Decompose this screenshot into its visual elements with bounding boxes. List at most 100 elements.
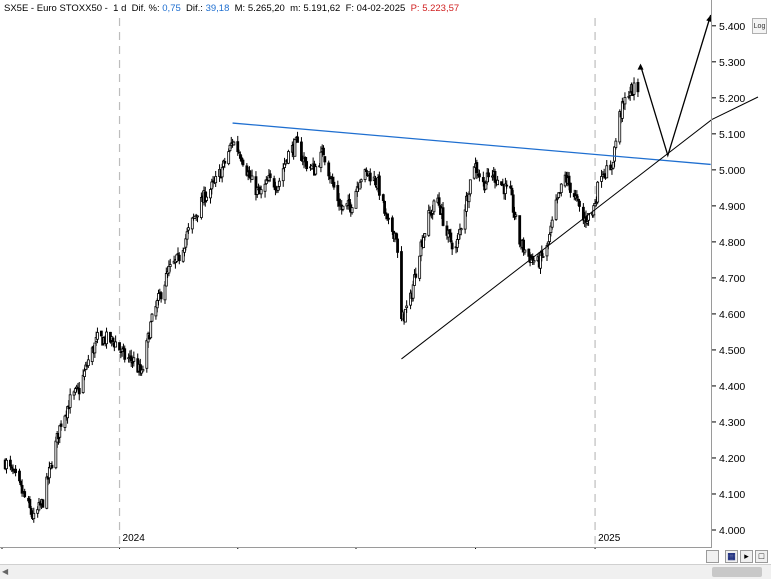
min-label: m: xyxy=(290,3,301,14)
candle-246 xyxy=(450,240,454,255)
candle-81 xyxy=(150,313,154,322)
candle-67 xyxy=(127,353,131,363)
candle-331 xyxy=(605,160,609,179)
scroll-left-icon[interactable]: ◀ xyxy=(2,567,9,576)
candle-166 xyxy=(305,156,309,172)
candle-347 xyxy=(636,78,640,98)
candle-159 xyxy=(293,138,297,157)
candle-151 xyxy=(277,177,281,190)
candle-86 xyxy=(159,291,163,303)
y-tick-label-4: 5.000 xyxy=(719,165,745,177)
candle-122 xyxy=(227,148,231,166)
candle-216 xyxy=(396,233,399,258)
price-value: 5.223,57 xyxy=(422,3,460,14)
y-tick-label-10: 4.400 xyxy=(719,381,745,393)
candle-136 xyxy=(250,169,254,181)
y-tick-label-8: 4.600 xyxy=(719,309,745,321)
candle-191 xyxy=(350,207,354,215)
candle-138 xyxy=(255,186,259,198)
candle-76 xyxy=(141,365,145,373)
candle-146 xyxy=(268,170,272,182)
candle-275 xyxy=(504,177,507,200)
projection-start-arrowhead xyxy=(637,63,644,70)
candle-43 xyxy=(83,367,86,381)
projection-path xyxy=(639,14,712,158)
candle-4 xyxy=(11,464,15,475)
year-label-0: 2024 xyxy=(123,533,146,544)
y-tick-label-9: 4.500 xyxy=(719,345,745,357)
support-line-extension xyxy=(711,96,759,120)
candle-95 xyxy=(176,247,180,256)
candle-71 xyxy=(132,351,136,367)
year-label-1: 2025 xyxy=(598,533,621,544)
candle-256 xyxy=(468,179,472,197)
candle-301 xyxy=(550,216,554,230)
candle-276 xyxy=(505,180,509,189)
candle-217 xyxy=(400,246,403,322)
candle-291 xyxy=(532,257,536,265)
fit-icon[interactable]: □ xyxy=(755,550,768,563)
y-tick-label-7: 4.700 xyxy=(719,273,745,285)
candle-11 xyxy=(23,488,27,498)
candle-51 xyxy=(96,327,99,344)
date-value: 04-02-2025 xyxy=(356,3,406,14)
y-tick-label-1: 5.300 xyxy=(719,57,745,69)
y-tick-label-12: 4.200 xyxy=(719,453,745,465)
candle-277 xyxy=(509,180,513,189)
y-tick-label-2: 5.200 xyxy=(719,93,745,105)
candle-30 xyxy=(58,425,62,444)
candle-13 xyxy=(28,496,32,509)
horizontal-scrollbar[interactable]: ◀ xyxy=(0,564,771,579)
candle-46 xyxy=(86,354,90,368)
candle-126 xyxy=(232,140,236,146)
candle-161 xyxy=(296,131,299,143)
candle-269 xyxy=(493,168,497,189)
min-value: 5.191,62 xyxy=(303,3,341,14)
candle-49 xyxy=(93,342,97,358)
y-axis: 5.400 5.300 5.200 5.100 5.000 4.900 4.800 4.700… xyxy=(712,21,745,537)
candle-16 xyxy=(32,507,36,523)
candle-271 xyxy=(496,175,500,186)
candle-316 xyxy=(578,198,581,212)
candle-312 xyxy=(572,189,576,201)
candle-21 xyxy=(41,498,45,508)
candle-175 xyxy=(322,145,325,156)
trend-lines xyxy=(232,14,759,360)
y-tick-label-13: 4.100 xyxy=(719,489,745,501)
candle-296 xyxy=(541,253,545,258)
candle-116 xyxy=(214,170,218,187)
candle-281 xyxy=(514,211,518,220)
candle-66 xyxy=(123,345,127,363)
dif-pct-label: Dif. %: xyxy=(131,3,160,14)
candle-156 xyxy=(287,149,290,165)
candle-282 xyxy=(518,215,522,248)
candle-241 xyxy=(441,202,445,227)
log-scale-button[interactable]: Log xyxy=(752,18,767,34)
arrow-right-icon[interactable]: ▸ xyxy=(740,550,753,563)
candle-203 xyxy=(374,175,377,187)
candle-311 xyxy=(568,182,572,198)
candle-320 xyxy=(585,220,589,226)
candle-101 xyxy=(186,223,190,235)
candle-346 xyxy=(632,77,636,101)
candle-306 xyxy=(559,183,563,197)
candle-162 xyxy=(300,137,303,162)
y-tick-label-11: 4.300 xyxy=(719,417,745,429)
price-chart[interactable]: 5.400 5.300 5.200 5.100 5.000 4.900 4.800 4.700… xyxy=(0,0,771,549)
candle-7 xyxy=(18,468,21,484)
candle-41 xyxy=(77,381,81,401)
candle-36 xyxy=(68,388,72,414)
scroll-thumb[interactable] xyxy=(712,567,762,577)
max-label: M: xyxy=(234,3,246,14)
candle-32 xyxy=(63,414,67,432)
support-line xyxy=(401,119,713,360)
candle-211 xyxy=(387,213,390,225)
candle-171 xyxy=(314,163,318,176)
resistance-line xyxy=(232,122,711,166)
candle-238 xyxy=(437,192,441,208)
zoom-icon[interactable] xyxy=(706,550,719,563)
calendar-icon[interactable]: ▦ xyxy=(725,550,738,563)
candle-112 xyxy=(209,187,212,204)
candle-61 xyxy=(114,335,118,348)
candle-210 xyxy=(385,213,389,222)
